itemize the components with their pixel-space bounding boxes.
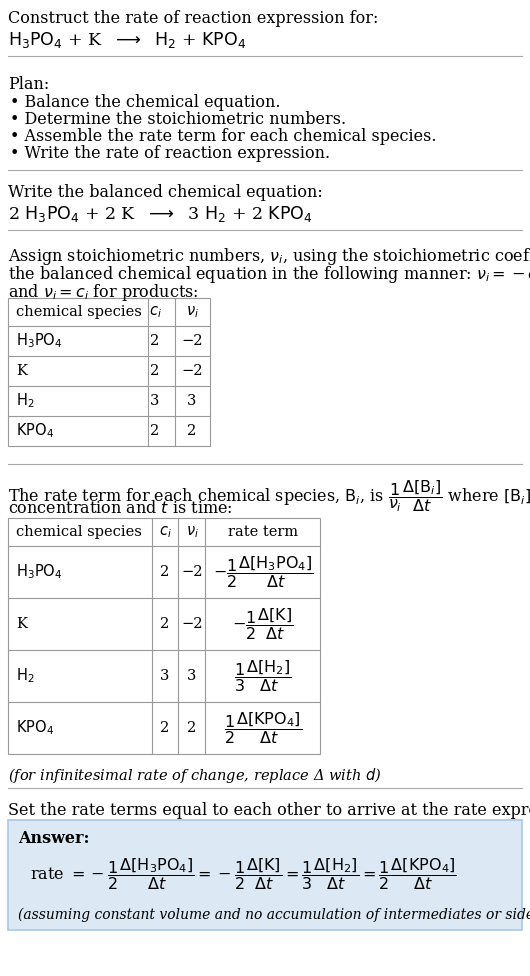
Text: −2: −2 (181, 364, 203, 378)
Text: $\mathrm{H_3PO_4}$: $\mathrm{H_3PO_4}$ (16, 332, 63, 350)
Text: rate $= -\dfrac{1}{2}\dfrac{\Delta[\mathrm{H_3PO_4}]}{\Delta t} = -\dfrac{1}{2}\: rate $= -\dfrac{1}{2}\dfrac{\Delta[\math… (30, 856, 457, 892)
Text: 2: 2 (151, 424, 160, 438)
Text: chemical species: chemical species (16, 305, 142, 319)
Text: and $\nu_i = c_i$ for products:: and $\nu_i = c_i$ for products: (8, 282, 198, 303)
Text: $\mathrm{H_3PO_4}$: $\mathrm{H_3PO_4}$ (16, 562, 63, 582)
Text: the balanced chemical equation in the following manner: $\nu_i = -c_i$ for react: the balanced chemical equation in the fo… (8, 264, 530, 285)
Text: chemical species: chemical species (16, 525, 142, 539)
Text: Assign stoichiometric numbers, $\nu_i$, using the stoichiometric coefficients, $: Assign stoichiometric numbers, $\nu_i$, … (8, 246, 530, 267)
Text: $\mathrm{H_2}$: $\mathrm{H_2}$ (16, 667, 34, 685)
FancyBboxPatch shape (8, 820, 522, 930)
Text: $\nu_i$: $\nu_i$ (186, 524, 198, 540)
Text: Plan:: Plan: (8, 76, 49, 93)
Text: 2: 2 (161, 617, 170, 631)
Text: • Write the rate of reaction expression.: • Write the rate of reaction expression. (10, 145, 330, 162)
Text: $c_i$: $c_i$ (148, 305, 162, 320)
Bar (8, 298, 210, 446)
Text: $\nu_i$: $\nu_i$ (186, 305, 198, 320)
Text: 2 $\mathrm{H_3PO_4}$ + 2 K  $\longrightarrow$  3 $\mathrm{H_2}$ + 2 $\mathrm{KPO: 2 $\mathrm{H_3PO_4}$ + 2 K $\longrightar… (8, 204, 313, 224)
Text: Write the balanced chemical equation:: Write the balanced chemical equation: (8, 184, 323, 201)
Text: (for infinitesimal rate of change, replace Δ with $d$): (for infinitesimal rate of change, repla… (8, 766, 382, 785)
Text: $-\dfrac{1}{2}\dfrac{\Delta[\mathrm{H_3PO_4}]}{\Delta t}$: $-\dfrac{1}{2}\dfrac{\Delta[\mathrm{H_3P… (213, 554, 313, 590)
Text: 3: 3 (160, 669, 170, 683)
Text: The rate term for each chemical species, $\mathrm{B}_i$, is $\dfrac{1}{\nu_i}\df: The rate term for each chemical species,… (8, 478, 530, 514)
Text: $\dfrac{1}{3}\dfrac{\Delta[\mathrm{H_2}]}{\Delta t}$: $\dfrac{1}{3}\dfrac{\Delta[\mathrm{H_2}]… (234, 658, 292, 694)
Text: $\dfrac{1}{2}\dfrac{\Delta[\mathrm{KPO_4}]}{\Delta t}$: $\dfrac{1}{2}\dfrac{\Delta[\mathrm{KPO_4… (224, 710, 302, 746)
Text: −2: −2 (181, 334, 203, 348)
Text: $\mathrm{KPO_4}$: $\mathrm{KPO_4}$ (16, 422, 54, 440)
Text: $-\dfrac{1}{2}\dfrac{\Delta[\mathrm{K}]}{\Delta t}$: $-\dfrac{1}{2}\dfrac{\Delta[\mathrm{K}]}… (232, 606, 294, 642)
Text: concentration and $t$ is time:: concentration and $t$ is time: (8, 500, 233, 517)
Text: 3: 3 (151, 394, 160, 408)
Text: $\mathrm{H_2}$: $\mathrm{H_2}$ (16, 391, 34, 410)
Text: 2: 2 (161, 721, 170, 735)
Text: 2: 2 (151, 364, 160, 378)
Text: $c_i$: $c_i$ (158, 524, 171, 540)
Text: 2: 2 (161, 565, 170, 579)
Text: $\mathrm{KPO_4}$: $\mathrm{KPO_4}$ (16, 718, 54, 737)
Text: rate term: rate term (228, 525, 298, 539)
Text: Answer:: Answer: (18, 830, 90, 847)
Text: K: K (16, 364, 27, 378)
Text: • Determine the stoichiometric numbers.: • Determine the stoichiometric numbers. (10, 111, 346, 128)
Text: −2: −2 (181, 565, 203, 579)
Text: 2: 2 (188, 721, 197, 735)
Text: 3: 3 (187, 669, 197, 683)
Text: 2: 2 (151, 334, 160, 348)
Text: $\mathrm{H_3PO_4}$ + K  $\longrightarrow$  $\mathrm{H_2}$ + $\mathrm{KPO_4}$: $\mathrm{H_3PO_4}$ + K $\longrightarrow$… (8, 30, 246, 50)
Text: 2: 2 (188, 424, 197, 438)
Text: K: K (16, 617, 27, 631)
Text: (assuming constant volume and no accumulation of intermediates or side products): (assuming constant volume and no accumul… (18, 908, 530, 922)
Text: • Assemble the rate term for each chemical species.: • Assemble the rate term for each chemic… (10, 128, 437, 145)
Text: −2: −2 (181, 617, 203, 631)
Text: Set the rate terms equal to each other to arrive at the rate expression:: Set the rate terms equal to each other t… (8, 802, 530, 819)
Text: 3: 3 (187, 394, 197, 408)
Text: • Balance the chemical equation.: • Balance the chemical equation. (10, 94, 280, 111)
Text: Construct the rate of reaction expression for:: Construct the rate of reaction expressio… (8, 10, 378, 27)
Bar (8, 518, 320, 754)
